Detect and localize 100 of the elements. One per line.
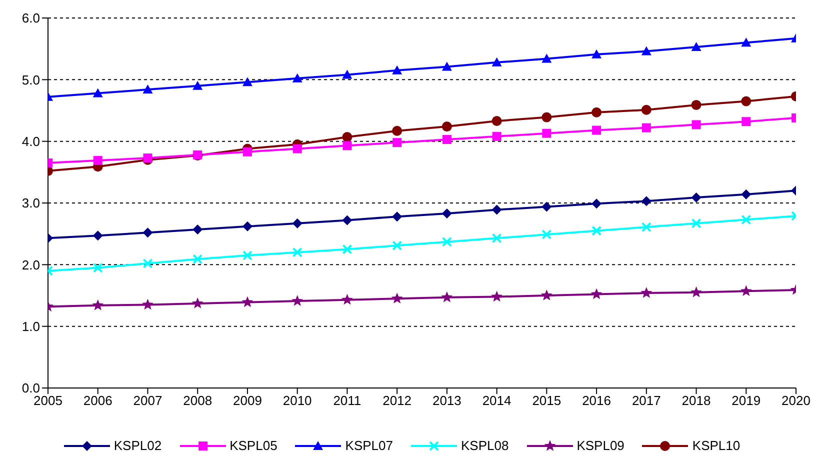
point (592, 107, 602, 118)
point (692, 120, 701, 130)
point (292, 144, 302, 154)
point (142, 298, 154, 310)
point (641, 104, 652, 115)
point (192, 80, 203, 90)
x-tick-label: 2017 (632, 393, 661, 408)
point (342, 70, 352, 79)
point (492, 116, 502, 126)
point (492, 204, 502, 215)
point (691, 218, 702, 228)
x-tick-label: 2008 (183, 393, 212, 408)
legend-label: KSPL09 (576, 438, 624, 453)
point (391, 292, 403, 304)
point (292, 218, 302, 228)
point (492, 57, 502, 66)
point (142, 228, 153, 238)
point (442, 62, 452, 71)
point (142, 84, 153, 94)
point (341, 294, 353, 305)
point (691, 192, 702, 202)
point (93, 156, 102, 165)
point (592, 198, 602, 209)
point (192, 254, 203, 264)
point (592, 49, 602, 58)
point (442, 134, 452, 144)
point (292, 295, 304, 306)
x-tick-label: 2013 (432, 393, 462, 408)
point (242, 77, 252, 86)
point (592, 126, 602, 135)
x-tick-label: 2018 (682, 393, 711, 408)
point (741, 96, 752, 106)
point (492, 233, 502, 244)
point (392, 212, 402, 222)
point (491, 290, 503, 302)
point (442, 208, 452, 218)
point (392, 65, 402, 74)
point (242, 147, 252, 156)
y-tick-label: 3.0 (22, 196, 40, 211)
legend-label: KSPL05 (230, 438, 278, 453)
point (242, 296, 254, 308)
x-tick-label: 2005 (34, 393, 62, 408)
point (92, 230, 103, 241)
point (142, 258, 153, 268)
point (590, 288, 602, 300)
x-tick-label: 2011 (333, 393, 362, 408)
point (540, 290, 552, 300)
x-tick-label: 2012 (382, 393, 412, 408)
point (592, 226, 602, 236)
point (143, 153, 152, 162)
point (742, 117, 751, 126)
point (542, 202, 552, 212)
x-tick-label: 2015 (532, 393, 562, 408)
x-tick-label: 2016 (582, 393, 611, 408)
point (542, 54, 552, 63)
point (691, 42, 702, 51)
point (690, 286, 702, 298)
point (342, 215, 352, 226)
y-tick-label: 1.0 (22, 318, 40, 334)
point (242, 221, 252, 232)
point (442, 236, 452, 247)
point (342, 244, 352, 254)
point (741, 189, 752, 200)
point (392, 138, 402, 148)
point (292, 247, 302, 258)
legend-label: KSPL07 (345, 438, 393, 453)
point (492, 132, 502, 141)
point (691, 100, 702, 110)
point (192, 298, 204, 308)
point (741, 38, 752, 47)
x-tick-label: 2006 (83, 393, 112, 408)
point (642, 123, 651, 132)
point (242, 250, 252, 260)
point (542, 112, 552, 122)
point (641, 222, 652, 232)
x-tick-label: 2020 (782, 393, 810, 408)
point (392, 240, 402, 251)
x-tick-label: 2009 (233, 393, 262, 408)
point (92, 88, 103, 98)
point (92, 299, 104, 310)
y-tick-label: 5.0 (22, 72, 40, 88)
point (342, 132, 352, 142)
y-tick-label: 0.0 (22, 380, 40, 396)
point (542, 229, 552, 240)
point (641, 46, 652, 56)
x-tick-label: 2010 (282, 393, 312, 408)
point (342, 141, 352, 150)
point (392, 126, 402, 136)
legend-label: KSPL02 (114, 438, 162, 453)
legend-label: KSPL10 (692, 438, 740, 453)
point (442, 122, 452, 132)
point (292, 73, 302, 82)
y-tick-label: 4.0 (22, 134, 40, 149)
x-tick-label: 2019 (732, 393, 761, 408)
y-tick-label: 2.0 (22, 257, 40, 272)
point (192, 224, 203, 235)
legend-label: KSPL08 (461, 438, 509, 453)
point (741, 214, 752, 225)
y-tick-label: 6.0 (22, 10, 40, 26)
point (441, 291, 453, 302)
